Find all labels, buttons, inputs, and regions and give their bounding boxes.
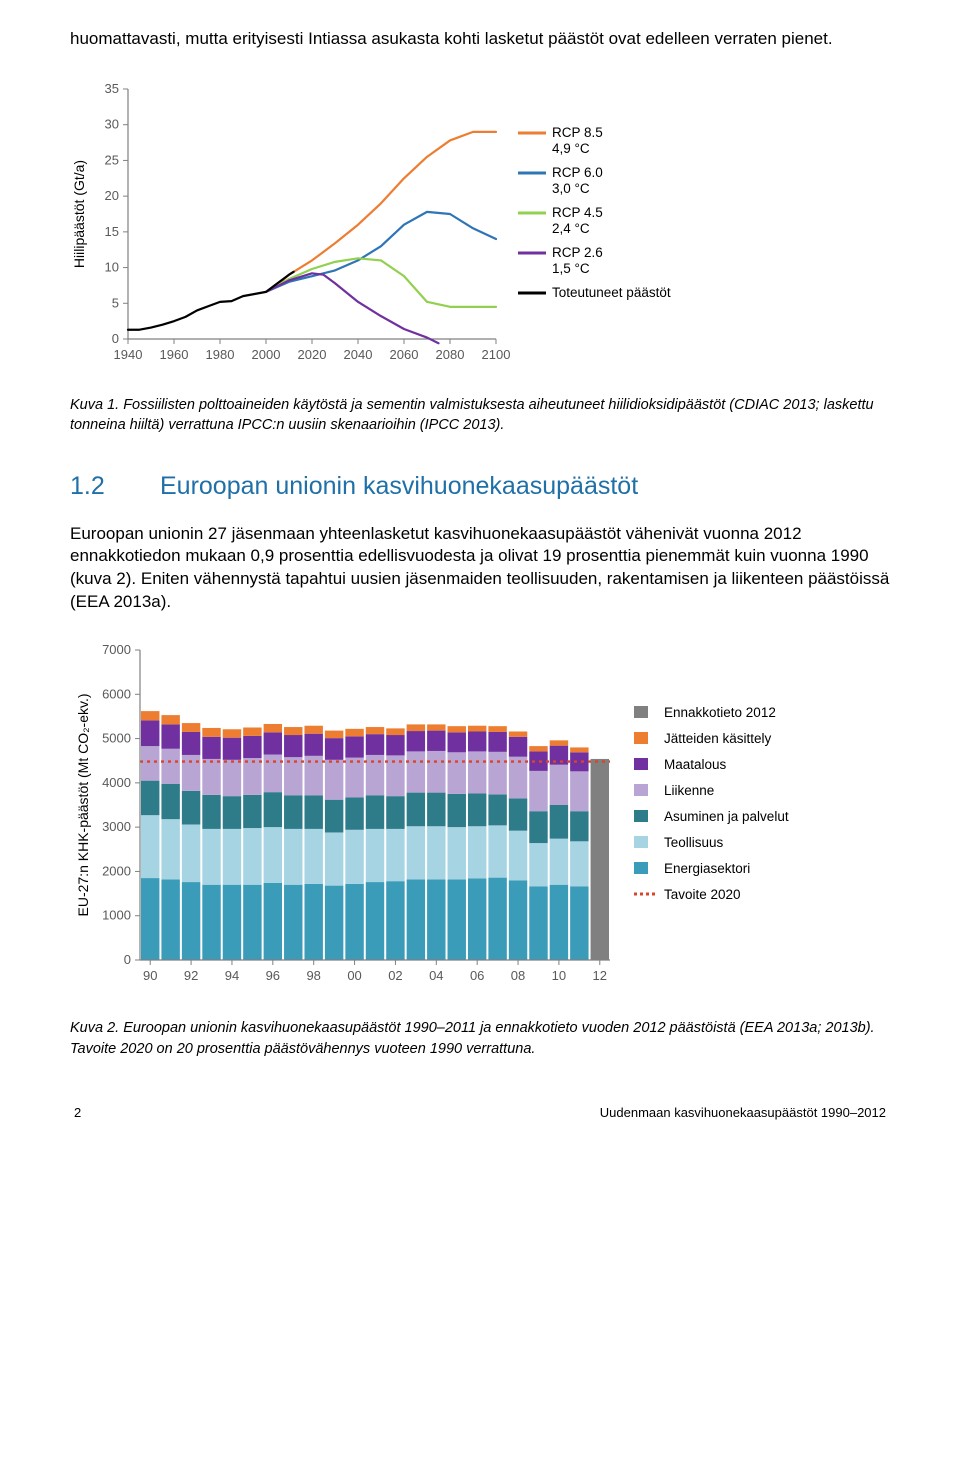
svg-text:Ennakkotieto 2012: Ennakkotieto 2012 <box>664 705 776 720</box>
svg-text:RCP 4.5: RCP 4.5 <box>552 205 603 220</box>
svg-text:4000: 4000 <box>102 775 131 790</box>
caption-1: Kuva 1. Fossiilisten polttoaineiden käyt… <box>70 395 890 436</box>
chart1-svg: 0 5 10 15 20 25 30 35 1940 1960 1980 2000 2020 2040 20… <box>70 75 690 375</box>
svg-text:Asuminen ja palvelut: Asuminen ja palvelut <box>664 809 789 824</box>
svg-text:Toteutuneet päästöt: Toteutuneet päästöt <box>552 285 671 300</box>
svg-text:2060: 2060 <box>390 347 419 362</box>
svg-text:RCP 2.6: RCP 2.6 <box>552 245 603 260</box>
body-paragraph-2: Euroopan unionin 27 jäsenmaan yhteenlask… <box>70 523 890 615</box>
page-footer: 2 Uudenmaan kasvihuonekaasupäästöt 1990–… <box>70 1105 890 1120</box>
svg-text:12: 12 <box>593 968 607 983</box>
svg-text:1000: 1000 <box>102 908 131 923</box>
svg-text:RCP 8.5: RCP 8.5 <box>552 125 603 140</box>
svg-text:06: 06 <box>470 968 484 983</box>
svg-text:5: 5 <box>112 295 119 310</box>
svg-text:02: 02 <box>388 968 402 983</box>
footer-title: Uudenmaan kasvihuonekaasupäästöt 1990–20… <box>600 1105 886 1120</box>
svg-text:20: 20 <box>105 188 119 203</box>
svg-text:4,9 °C: 4,9 °C <box>552 141 590 156</box>
svg-text:5000: 5000 <box>102 731 131 746</box>
svg-text:2100: 2100 <box>482 347 511 362</box>
svg-text:Jätteiden käsittely: Jätteiden käsittely <box>664 731 772 746</box>
svg-text:0: 0 <box>112 331 119 346</box>
svg-text:92: 92 <box>184 968 198 983</box>
svg-text:EU-27:n KHK-päästöt (Mt CO₂-ek: EU-27:n KHK-päästöt (Mt CO₂-ekv.) <box>75 694 91 917</box>
svg-text:10: 10 <box>552 968 566 983</box>
svg-text:35: 35 <box>105 81 119 96</box>
svg-text:1980: 1980 <box>206 347 235 362</box>
svg-text:2000: 2000 <box>102 864 131 879</box>
svg-text:Tavoite 2020: Tavoite 2020 <box>664 887 741 902</box>
svg-text:2,4 °C: 2,4 °C <box>552 221 590 236</box>
svg-text:3,0 °C: 3,0 °C <box>552 181 590 196</box>
caption-2: Kuva 2. Euroopan unionin kasvihuonekaasu… <box>70 1018 890 1059</box>
svg-text:Hiilipäästöt (Gt/a): Hiilipäästöt (Gt/a) <box>71 160 87 268</box>
svg-text:7000: 7000 <box>102 642 131 657</box>
svg-text:1960: 1960 <box>160 347 189 362</box>
svg-text:Maatalous: Maatalous <box>664 757 727 772</box>
svg-text:98: 98 <box>306 968 320 983</box>
footer-page-number: 2 <box>74 1105 81 1120</box>
chart-1: 0 5 10 15 20 25 30 35 1940 1960 1980 2000 2020 2040 20… <box>70 75 890 375</box>
section-heading: 1.2Euroopan unionin kasvihuonekaasupääst… <box>70 472 890 501</box>
svg-text:10: 10 <box>105 260 119 275</box>
svg-text:15: 15 <box>105 224 119 239</box>
svg-text:96: 96 <box>266 968 280 983</box>
svg-text:25: 25 <box>105 152 119 167</box>
svg-text:00: 00 <box>347 968 361 983</box>
svg-text:Liikenne: Liikenne <box>664 783 714 798</box>
svg-text:1940: 1940 <box>114 347 143 362</box>
svg-text:0: 0 <box>124 952 131 967</box>
svg-text:2080: 2080 <box>436 347 465 362</box>
svg-text:RCP 6.0: RCP 6.0 <box>552 165 603 180</box>
svg-text:2020: 2020 <box>298 347 327 362</box>
chart2-svg: 0100020003000400050006000700090929496980… <box>70 638 850 998</box>
svg-text:2000: 2000 <box>252 347 281 362</box>
intro-paragraph: huomattavasti, mutta erityisesti Intiass… <box>70 28 890 51</box>
svg-text:94: 94 <box>225 968 239 983</box>
section-number: 1.2 <box>70 472 160 501</box>
svg-text:Teollisuus: Teollisuus <box>664 835 724 850</box>
svg-text:30: 30 <box>105 117 119 132</box>
svg-text:2040: 2040 <box>344 347 373 362</box>
section-title: Euroopan unionin kasvihuonekaasupäästöt <box>160 472 638 500</box>
svg-text:3000: 3000 <box>102 819 131 834</box>
svg-text:04: 04 <box>429 968 443 983</box>
svg-text:08: 08 <box>511 968 525 983</box>
svg-text:Energiasektori: Energiasektori <box>664 861 750 876</box>
svg-text:6000: 6000 <box>102 687 131 702</box>
svg-text:90: 90 <box>143 968 157 983</box>
svg-text:1,5 °C: 1,5 °C <box>552 261 590 276</box>
chart-2: 0100020003000400050006000700090929496980… <box>70 638 890 998</box>
